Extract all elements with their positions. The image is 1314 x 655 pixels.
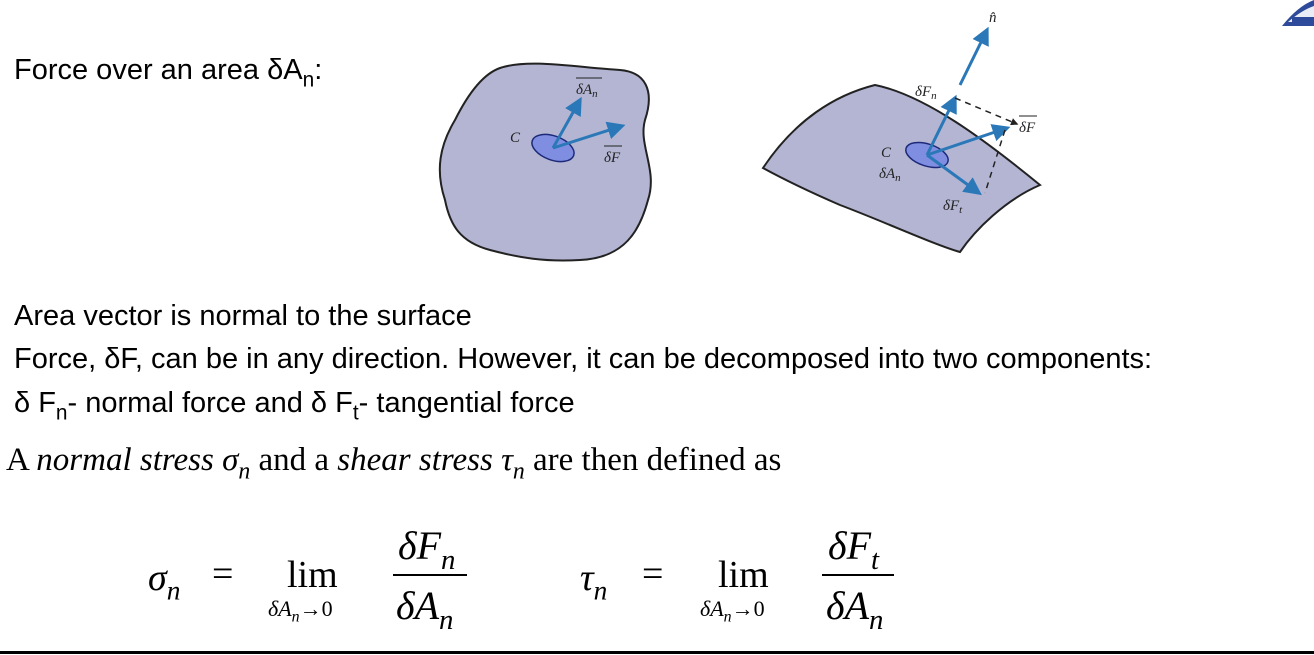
text-line-force-components: δ Fn- normal force and δ Ft- tangential … (14, 387, 575, 425)
area-figure-left: C δAn δF (438, 62, 652, 262)
area-vector-arrow (551, 96, 582, 149)
normal-vector-arrow (958, 26, 989, 86)
label-dA: δAn (576, 77, 602, 100)
eq-sigma-denominator: δAn (396, 583, 454, 637)
dashed-projection (954, 97, 1019, 126)
eq-tau-denominator: δAn (826, 583, 884, 637)
eq-sigma-fraction-bar (393, 574, 467, 576)
label-dFn: δFn (915, 84, 937, 102)
eq-sigma-numerator: δFn (398, 523, 456, 577)
area-figure-right: n̂ δFn δF C δAn δFt (761, 10, 1042, 254)
eq-tau-equals: = (642, 553, 664, 595)
total-force-arrow (926, 124, 1011, 157)
svg-text:δAn: δAn (576, 82, 598, 100)
eq-tau-lhs: τn (580, 557, 608, 606)
label-n-hat: n̂ (989, 10, 997, 26)
bottom-divider (0, 651, 1314, 654)
curved-surface (761, 83, 1042, 254)
label-dFt: δFt (943, 198, 963, 216)
eq-tau-numerator: δFt (828, 523, 880, 577)
eq-sigma-lhs: σn (148, 557, 181, 606)
eq-sigma-lim: lim (287, 554, 338, 596)
eq-tau-lim: lim (718, 554, 769, 596)
text-line-force-direction: Force, δF, can be in any direction. Howe… (14, 343, 1153, 375)
svg-text:δF: δF (1019, 120, 1036, 136)
eq-tau-limit-subscript: δAn→0 (700, 596, 765, 626)
surface-blob (438, 62, 652, 262)
svg-text:δF: δF (604, 150, 621, 166)
dashed-projection (984, 129, 1006, 194)
page-heading: Force over an area δAn: (14, 54, 323, 92)
force-vector-arrow (552, 121, 626, 150)
label-dAn: δAn (879, 166, 901, 184)
normal-force-arrow (925, 94, 957, 156)
eq-tau-fraction-bar (822, 574, 894, 576)
label-dF: δF (604, 145, 622, 166)
stress-definition-sentence: A normal stress σn and a shear stress τn… (6, 442, 782, 485)
label-c: C (881, 145, 892, 161)
text-line-area-vector: Area vector is normal to the surface (14, 300, 472, 332)
eq-sigma-limit-subscript: δAn→0 (268, 596, 333, 626)
eq-sigma-equals: = (212, 553, 234, 595)
institution-logo (1282, 0, 1314, 26)
label-c: C (510, 130, 521, 146)
label-dF: δF (1019, 115, 1037, 136)
tangential-force-arrow (926, 153, 982, 196)
